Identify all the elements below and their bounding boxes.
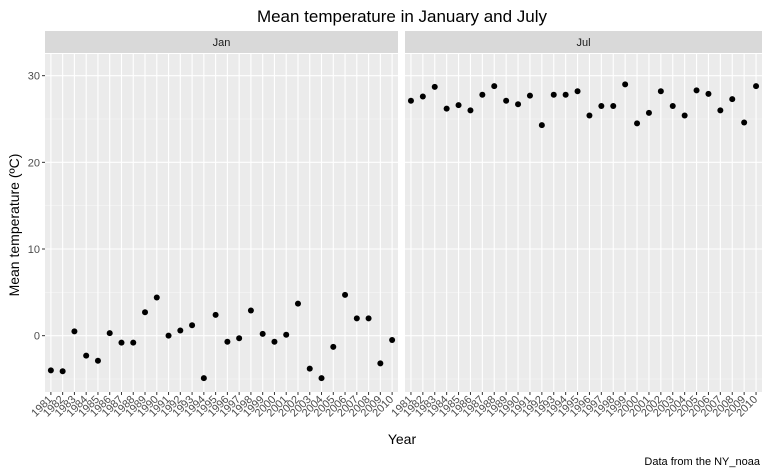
data-point: [645, 109, 652, 116]
data-point: [259, 330, 266, 337]
data-point: [598, 103, 605, 109]
data-point: [729, 96, 736, 103]
data-point: [224, 338, 231, 345]
data-point: [71, 328, 78, 335]
data-point: [586, 112, 593, 119]
data-point: [693, 87, 700, 94]
data-point: [550, 91, 557, 98]
facet-panels: Jan1981198219831984198519861987198819891…: [28, 31, 762, 419]
data-point: [503, 97, 510, 104]
data-point: [574, 88, 581, 95]
data-point: [622, 81, 629, 88]
facet-strip: [405, 31, 762, 53]
data-point: [717, 107, 724, 114]
data-point: [271, 338, 278, 345]
facet-jul: Jul1981198219831984198519861987198819891…: [389, 31, 762, 419]
data-point: [634, 120, 641, 127]
data-point: [407, 97, 414, 104]
data-point: [118, 339, 125, 346]
data-point: [538, 122, 545, 129]
y-tick-label: 0: [34, 331, 40, 343]
data-point: [177, 327, 184, 334]
data-point: [330, 343, 337, 350]
y-tick-label: 30: [28, 71, 40, 83]
data-point: [83, 352, 90, 359]
data-point: [365, 315, 372, 322]
data-point: [562, 91, 569, 98]
data-point: [236, 335, 243, 342]
data-point: [247, 307, 254, 314]
data-point: [153, 294, 160, 301]
facet-strip-label: Jan: [213, 37, 231, 49]
y-tick-label: 20: [28, 157, 40, 169]
data-point: [681, 112, 688, 119]
data-point: [479, 91, 486, 98]
data-point: [342, 291, 349, 298]
data-point: [443, 105, 450, 112]
facet-jan: Jan1981198219831984198519861987198819891…: [28, 31, 398, 419]
x-axis-title: Year: [388, 431, 417, 447]
data-point: [142, 309, 149, 316]
facet-strip: [45, 31, 398, 53]
data-point: [318, 375, 325, 382]
data-point: [431, 83, 438, 90]
facet-strip-label: Jul: [576, 37, 590, 49]
data-point: [741, 119, 748, 126]
data-point: [283, 331, 290, 338]
data-point: [467, 107, 474, 114]
data-point: [610, 103, 617, 109]
data-point: [200, 375, 207, 382]
data-point: [353, 315, 360, 322]
data-point: [306, 365, 313, 372]
data-point: [753, 83, 760, 90]
data-point: [669, 103, 676, 109]
data-point: [130, 339, 137, 346]
data-point: [94, 357, 101, 364]
data-point: [526, 92, 533, 99]
data-point: [294, 300, 301, 307]
data-point: [455, 102, 462, 109]
data-point: [59, 368, 66, 375]
data-point: [491, 83, 498, 90]
data-point: [106, 330, 113, 337]
y-axis-title: Mean temperature (ºC): [6, 154, 22, 297]
data-point: [419, 93, 426, 100]
data-point: [705, 90, 712, 97]
data-point: [47, 367, 54, 374]
chart-caption: Data from the NY_noaa: [644, 456, 760, 468]
data-point: [515, 101, 522, 108]
data-point: [377, 360, 384, 367]
data-point: [189, 322, 196, 329]
chart-title: Mean temperature in January and July: [257, 7, 548, 26]
data-point: [657, 88, 664, 95]
y-tick-label: 10: [28, 244, 40, 256]
data-point: [389, 337, 396, 343]
data-point: [212, 311, 219, 318]
data-point: [165, 332, 172, 339]
